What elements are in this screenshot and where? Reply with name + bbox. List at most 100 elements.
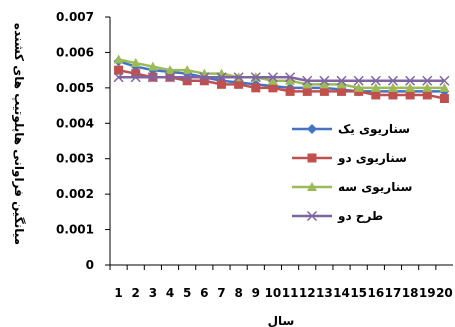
series-3 — [113, 54, 450, 92]
legend-swatch-marker — [306, 210, 318, 222]
x-tick-label: 7 — [217, 286, 225, 300]
data-point — [130, 72, 141, 83]
x-tick-label: 6 — [200, 286, 208, 300]
data-point — [182, 65, 193, 75]
data-point — [319, 79, 330, 89]
x-tick-label: 9 — [252, 286, 260, 300]
x-tick-label: 8 — [234, 286, 242, 300]
x-tick-label: 5 — [183, 286, 191, 300]
y-axis-ticks: 0 0.001 0.002 0.003 0.004 0.005 0.006 0.007 — [56, 10, 110, 272]
axes — [109, 17, 453, 266]
data-point — [405, 75, 416, 86]
data-point — [216, 72, 227, 83]
data-point — [251, 83, 261, 93]
data-point — [388, 90, 398, 100]
x-tick-label: 19 — [419, 286, 436, 300]
series-line — [118, 58, 445, 90]
x-tick-label: 16 — [367, 286, 384, 300]
data-point — [267, 72, 278, 83]
data-point — [285, 86, 295, 96]
y-tick-label: 0.006 — [56, 45, 94, 59]
legend-swatch-marker — [307, 182, 317, 191]
data-point — [250, 72, 261, 83]
data-point — [199, 76, 209, 86]
data-point — [387, 75, 399, 86]
data-point — [371, 90, 381, 100]
y-tick-label: 0.003 — [56, 152, 94, 166]
x-tick-label: 13 — [316, 286, 333, 300]
data-point — [233, 72, 244, 83]
series-line — [118, 75, 445, 83]
legend-label: سناریوی سه — [338, 180, 412, 195]
data-point — [216, 79, 226, 89]
y-tick-label: 0.001 — [56, 223, 94, 237]
data-point — [268, 83, 278, 93]
data-point — [199, 72, 210, 83]
data-point — [165, 65, 176, 75]
data-point — [302, 79, 313, 89]
x-tick-label: 12 — [299, 286, 316, 300]
legend-item: سناریوی یک — [292, 122, 410, 137]
data-point — [285, 75, 296, 85]
x-tick-label: 17 — [385, 286, 402, 300]
data-point — [131, 69, 141, 79]
data-point — [439, 82, 450, 92]
data-point — [422, 82, 433, 92]
legend-label: طرح دو — [337, 209, 383, 224]
data-point — [319, 86, 329, 96]
data-point — [164, 72, 176, 83]
data-point — [370, 75, 381, 86]
data-point — [387, 82, 398, 92]
data-point — [405, 82, 416, 92]
x-tick-label: 10 — [265, 286, 282, 300]
x-tick-label: 11 — [282, 286, 299, 300]
x-tick-label: 3 — [149, 286, 157, 300]
y-tick-label: 0.002 — [56, 187, 94, 201]
data-point — [147, 72, 158, 83]
y-tick-label: 0.004 — [56, 116, 94, 130]
data-point — [405, 90, 415, 100]
legend-swatch-marker — [307, 153, 317, 163]
data-point — [285, 72, 296, 83]
data-point — [147, 61, 158, 71]
legend-item: طرح دو — [292, 209, 383, 224]
data-point — [422, 90, 432, 100]
y-tick-label: 0 — [86, 258, 94, 272]
data-point — [336, 75, 347, 86]
data-point — [370, 82, 381, 92]
y-tick-label: 0.005 — [56, 81, 94, 95]
x-tick-label: 15 — [350, 286, 367, 300]
x-tick-label: 4 — [166, 286, 174, 300]
legend-label: سناریوی دو — [337, 151, 407, 166]
data-point — [113, 72, 124, 83]
legend-item: سناریوی دو — [292, 151, 407, 166]
x-axis-ticks: 1 2 3 4 5 6 7 8 9 10 11 12 13 14 15 16 17 18 19 20 — [109, 265, 453, 300]
data-point — [113, 54, 124, 64]
data-point — [353, 82, 364, 92]
data-point — [439, 75, 450, 86]
data-point — [422, 75, 433, 86]
data-point — [234, 79, 244, 89]
y-tick-label: 0.007 — [56, 10, 94, 24]
x-tick-label: 18 — [402, 286, 419, 300]
data-point — [336, 79, 347, 89]
data-point — [302, 75, 313, 86]
x-tick-label: 2 — [132, 286, 140, 300]
legend-item: سناریوی سه — [292, 180, 412, 195]
x-tick-label: 20 — [436, 286, 453, 300]
data-point — [302, 86, 312, 96]
x-tick-label: 14 — [333, 286, 350, 300]
data-point — [182, 72, 193, 83]
data-point — [267, 75, 278, 85]
data-point — [114, 65, 124, 75]
series-group — [113, 54, 450, 103]
data-point — [439, 93, 449, 103]
data-point — [130, 58, 141, 68]
legend: سناریوی یک سناریوی دو سناریوی سه طرح دو — [292, 122, 412, 224]
data-point — [353, 75, 364, 86]
legend-label: سناریوی یک — [338, 122, 410, 137]
y-axis-label: میانگین فراوانی هاپلوتیپ های کشنده — [11, 23, 26, 245]
legend-swatch-marker — [307, 124, 317, 134]
series-4 — [113, 72, 450, 86]
x-tick-label: 1 — [114, 286, 122, 300]
